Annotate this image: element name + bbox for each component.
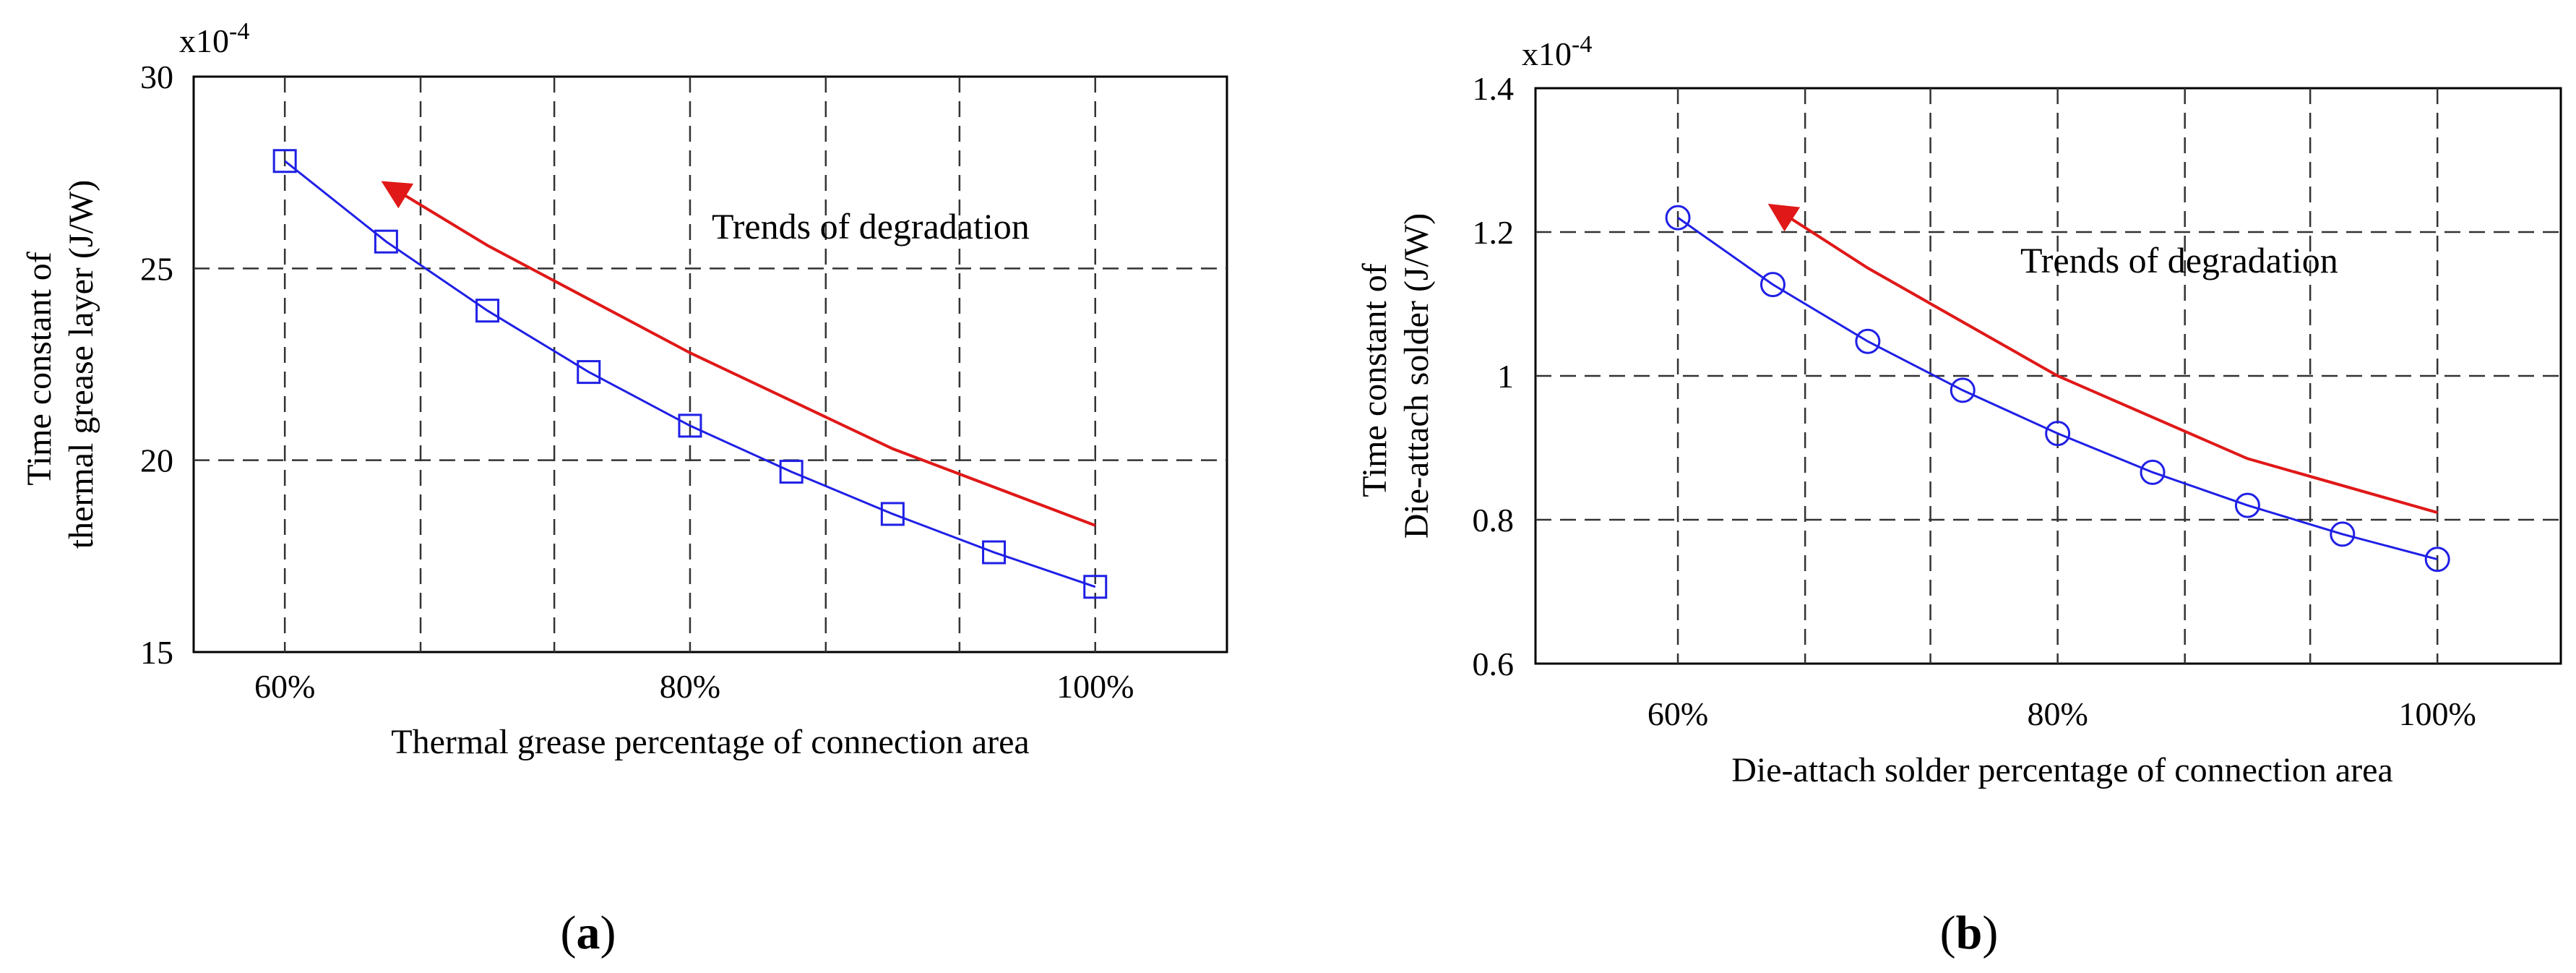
chart-a-xlabel: Thermal grease percentage of connection … — [391, 723, 1029, 761]
y-tick-label: 1.4 — [1473, 70, 1515, 107]
chart-b-ylabel: Time constant of Die-attach solder (J/W) — [1356, 213, 1436, 539]
y-tick-label: 0.6 — [1473, 646, 1515, 682]
y-tick-label: 1.2 — [1473, 214, 1515, 251]
chart-a: 60% 80% 100% 15 20 25 30 x10-4 Time constant o… — [20, 18, 1228, 959]
data-point-marker — [2140, 459, 2166, 485]
chart-a-grid — [194, 77, 1227, 652]
chart-a-annotation: Trends of degradation — [712, 206, 1030, 247]
data-point-marker — [1083, 575, 1108, 599]
x-tick-label: 100% — [1056, 668, 1134, 705]
y-tick-label: 20 — [140, 442, 173, 479]
chart-a-plot-frame — [192, 75, 1228, 653]
x-tick-label: 80% — [660, 668, 720, 705]
data-point-marker — [982, 540, 1007, 565]
data-point-marker — [2330, 521, 2356, 547]
chart-b-exponent: x10-4 — [1522, 31, 1592, 72]
y-tick-label: 0.8 — [1473, 502, 1515, 539]
chart-b-xlabel: Die-attach solder percentage of connecti… — [1731, 751, 2393, 789]
data-point-marker — [374, 229, 398, 254]
data-point-marker — [779, 460, 804, 484]
chart-a-ticks: 60% 80% 100% 15 20 25 30 — [140, 59, 1134, 705]
degradation-trend-arrow — [1767, 203, 2438, 514]
chart-a-arrow — [381, 181, 1096, 527]
chart-b-series — [1665, 205, 2450, 573]
y-tick-label: 30 — [140, 59, 173, 95]
data-point-marker — [1759, 272, 1785, 298]
data-point-marker — [2045, 421, 2071, 447]
data-point-marker — [1855, 328, 1881, 354]
series-line — [284, 160, 1096, 588]
data-point-marker — [1665, 205, 1691, 231]
data-point-marker — [475, 299, 500, 323]
chart-a-panel-label: (a) — [561, 906, 616, 959]
data-point-marker — [2234, 492, 2260, 518]
chart-b: 60% 80% 100% 0.6 0.8 1 1.2 1.4 x10-4 Time const… — [1356, 31, 2562, 959]
degradation-trend-arrow — [381, 181, 1096, 527]
data-point-marker — [577, 360, 601, 385]
chart-b-ticks: 60% 80% 100% 0.6 0.8 1 1.2 1.4 — [1473, 70, 2476, 732]
data-point-marker — [1950, 377, 1976, 403]
data-point-marker — [272, 149, 297, 173]
chart-b-arrow — [1767, 203, 2438, 514]
chart-a-exponent: x10-4 — [179, 18, 249, 59]
data-point-marker — [880, 502, 905, 526]
y-tick-label: 25 — [140, 250, 173, 287]
series-line — [1677, 216, 2438, 561]
y-tick-label: 1 — [1497, 358, 1514, 395]
x-tick-label: 100% — [2399, 695, 2476, 732]
chart-a-ylabel: Time constant of thermal grease layer (J… — [20, 180, 100, 549]
chart-b-grid — [1535, 88, 2561, 664]
x-tick-label: 60% — [1647, 695, 1708, 732]
chart-a-series — [272, 149, 1108, 599]
y-tick-label: 15 — [140, 634, 173, 671]
chart-b-panel-label: (b) — [1940, 906, 1999, 959]
data-point-marker — [2424, 546, 2450, 573]
x-tick-label: 60% — [254, 668, 315, 705]
chart-b-annotation: Trends of degradation — [2020, 240, 2338, 280]
data-point-marker — [678, 413, 702, 438]
x-tick-label: 80% — [2027, 695, 2088, 732]
